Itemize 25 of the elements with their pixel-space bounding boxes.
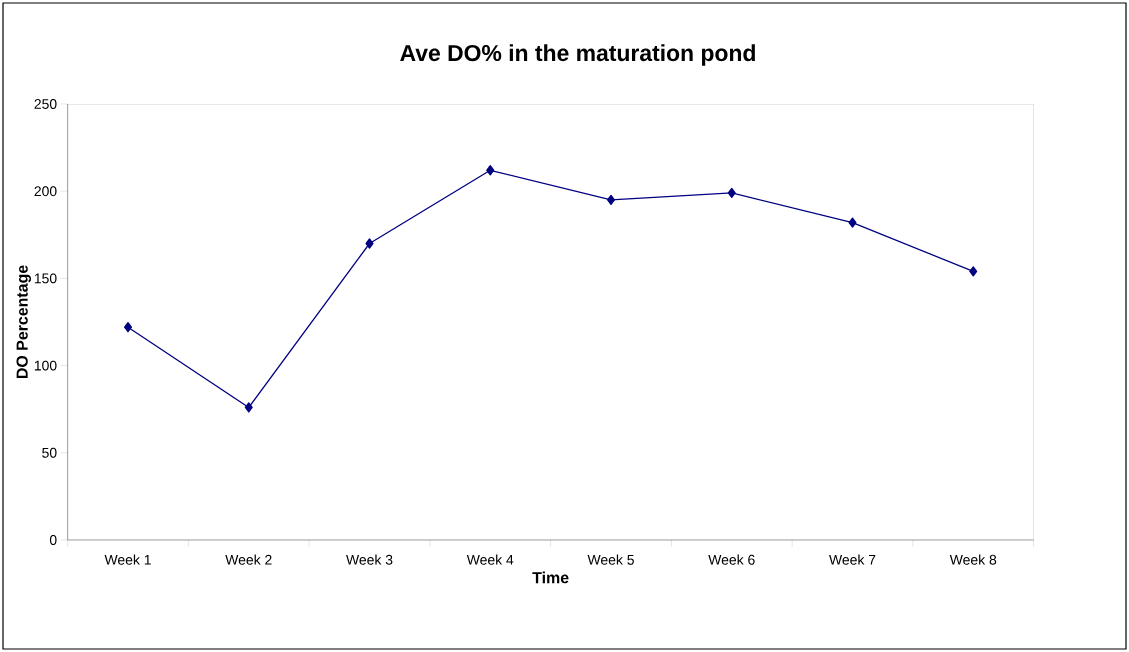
x-tick-label: Week 8 — [949, 554, 997, 565]
point — [365, 238, 374, 249]
x-axis-title: Time — [532, 571, 569, 584]
y-tick-label: 250 — [34, 99, 57, 109]
chart-title: Ave DO% in the maturation pond — [400, 44, 755, 66]
point — [848, 217, 857, 228]
y-tick-label: 50 — [42, 447, 57, 458]
point — [486, 165, 495, 176]
point — [727, 187, 736, 199]
point — [123, 322, 133, 333]
point — [969, 266, 978, 277]
y-tick-label: 150 — [34, 273, 57, 284]
x-tick-label: Week 1 — [104, 554, 151, 565]
x-tick-label: Week 7 — [829, 554, 876, 565]
y-axis-title: DO Percentage — [16, 265, 31, 379]
x-tick-label: Week 6 — [708, 554, 755, 565]
y-tick-label: 0 — [49, 535, 57, 545]
point — [244, 402, 253, 413]
x-tick-label: Week 4 — [466, 554, 514, 565]
x-tick-label: Week 5 — [587, 554, 634, 565]
x-tick-label: Week 2 — [225, 554, 272, 565]
y-tick-label: 100 — [34, 360, 57, 371]
x-tick-label: Week 3 — [346, 554, 393, 565]
point — [606, 194, 616, 206]
y-tick-label: 200 — [34, 186, 57, 197]
